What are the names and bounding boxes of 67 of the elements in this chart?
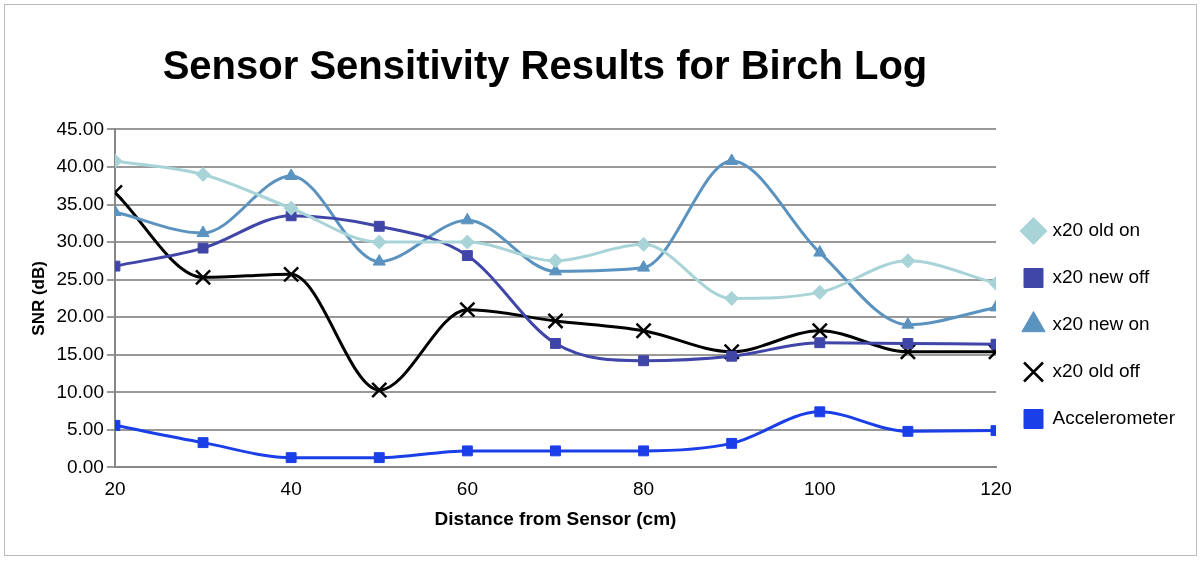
- point: [902, 338, 914, 349]
- x-tick-label: 120: [980, 478, 1012, 500]
- y-tick-label: 45.00: [56, 117, 104, 139]
- point: [899, 343, 917, 361]
- x-tick-label: 80: [633, 478, 655, 500]
- x-tick-label: 20: [104, 478, 126, 500]
- point: [900, 253, 916, 269]
- legend-label: x20 new off: [1052, 266, 1151, 288]
- chart-title: Sensor Sensitivity Results for Birch Log: [161, 43, 929, 88]
- point: [196, 225, 210, 238]
- point: [459, 301, 476, 318]
- legend-label: x20 old on: [1052, 219, 1141, 241]
- point: [550, 445, 561, 457]
- y-axis-title: SNR (dB): [28, 261, 48, 336]
- x-tick-label: 100: [803, 478, 836, 500]
- point: [726, 350, 738, 362]
- x-axis-title: Distance from Sensor (cm): [434, 507, 677, 529]
- y-tick-label: 0.00: [66, 455, 104, 477]
- legend-label: x20 new on: [1052, 313, 1150, 335]
- point: [725, 153, 739, 165]
- point: [637, 260, 651, 272]
- point: [197, 242, 209, 254]
- point: [635, 322, 652, 340]
- point: [461, 250, 473, 262]
- point: [724, 290, 740, 306]
- point: [373, 452, 385, 464]
- y-tick-label: 10.00: [56, 380, 104, 402]
- point: [550, 338, 561, 349]
- y-tick-label: 40.00: [56, 155, 104, 177]
- y-tick-label: 35.00: [56, 192, 104, 214]
- point: [636, 236, 652, 252]
- point: [723, 343, 741, 361]
- point: [547, 312, 564, 330]
- point: [370, 381, 388, 399]
- point: [372, 254, 386, 266]
- point: [282, 266, 300, 283]
- y-tick-label: 15.00: [56, 342, 104, 364]
- point: [195, 166, 211, 182]
- point: [813, 245, 827, 257]
- point: [814, 406, 826, 418]
- point: [547, 253, 563, 269]
- x-tick-label: 60: [456, 478, 478, 500]
- point: [638, 445, 650, 457]
- legend-label: x20 old off: [1052, 360, 1141, 382]
- point: [283, 200, 299, 216]
- point: [902, 425, 914, 437]
- point: [371, 234, 387, 250]
- point: [284, 168, 298, 180]
- point: [811, 322, 829, 340]
- point: [814, 337, 826, 349]
- y-tick-label: 30.00: [56, 230, 104, 252]
- point: [901, 317, 915, 329]
- x-tick-label: 40: [280, 478, 302, 500]
- point: [459, 234, 475, 250]
- point: [194, 269, 212, 286]
- point: [197, 437, 209, 449]
- legend-label: Accelerometer: [1052, 407, 1176, 429]
- y-tick-label: 5.00: [66, 418, 104, 440]
- point: [638, 355, 650, 367]
- point: [461, 445, 473, 457]
- point: [285, 452, 297, 464]
- point: [460, 212, 474, 225]
- y-tick-label: 20.00: [56, 305, 104, 327]
- point: [726, 437, 738, 449]
- point: [373, 220, 385, 232]
- point: [812, 284, 828, 300]
- y-tick-label: 25.00: [56, 267, 104, 289]
